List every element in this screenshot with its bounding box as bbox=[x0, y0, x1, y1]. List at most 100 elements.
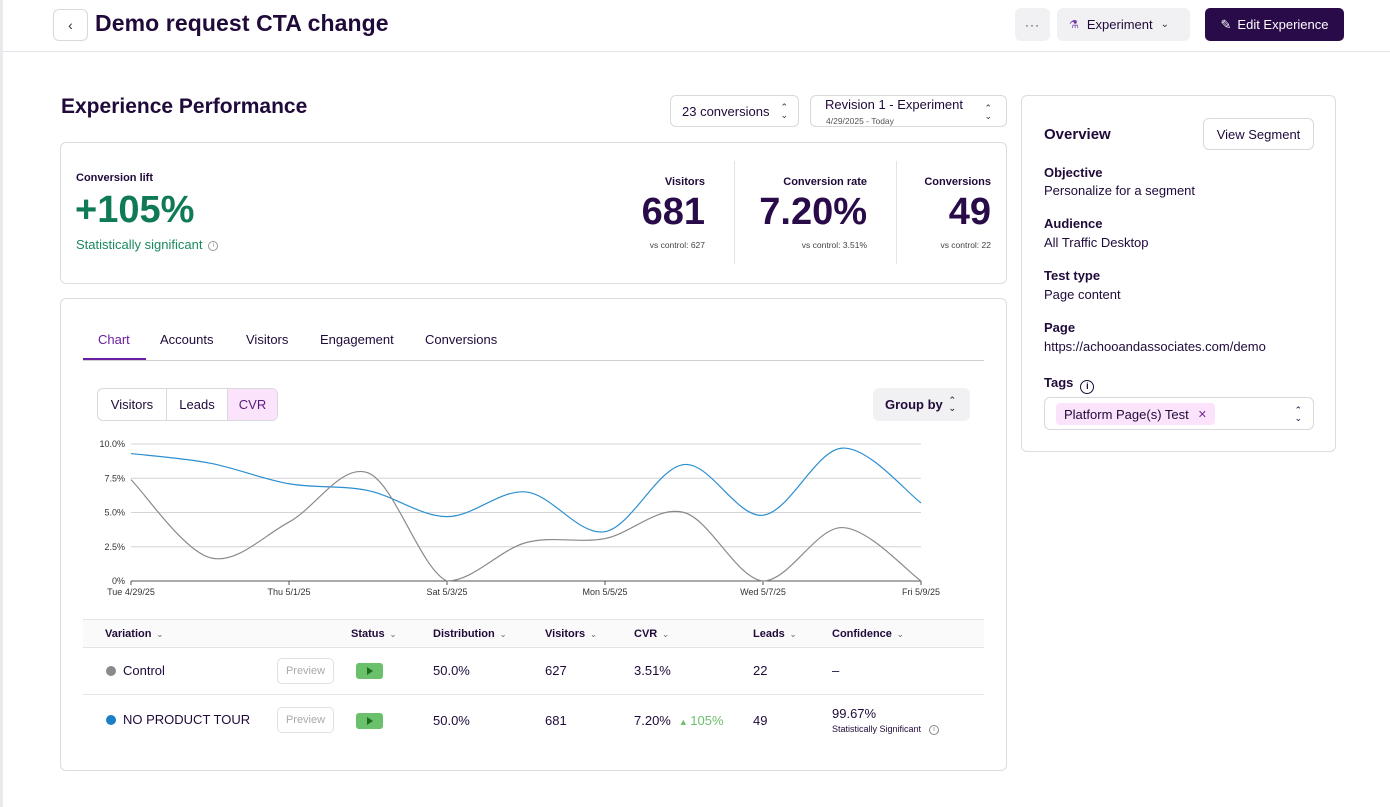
lift-indicator: ▲ 105% bbox=[679, 713, 724, 728]
chart-card: Chart Accounts Visitors Engagement Conve… bbox=[60, 298, 1007, 771]
page-url[interactable]: https://achooandassociates.com/demo bbox=[1044, 339, 1266, 354]
sort-icon: ⌄ bbox=[789, 630, 797, 639]
col-confidence[interactable]: Confidence ⌄ bbox=[832, 628, 904, 640]
tab-accounts[interactable]: Accounts bbox=[160, 332, 214, 347]
updown-chevron-icon: ⌃ ⌄ bbox=[1294, 405, 1302, 423]
variation-color-dot bbox=[106, 715, 116, 725]
back-button[interactable]: ‹ bbox=[53, 9, 88, 41]
top-bar: ‹ Demo request CTA change ··· ⚗ Experime… bbox=[3, 0, 1390, 52]
tags-select[interactable]: Platform Page(s) Test ✕ ⌃ ⌄ bbox=[1044, 397, 1314, 430]
sort-icon: ⌄ bbox=[662, 630, 669, 639]
flask-icon: ⚗ bbox=[1069, 19, 1079, 31]
variation-name: NO PRODUCT TOUR bbox=[123, 712, 251, 727]
conversion-lift-value: +105% bbox=[75, 189, 195, 231]
info-icon[interactable]: i bbox=[929, 724, 940, 735]
x-tick-label: Fri 5/9/25 bbox=[902, 587, 940, 597]
group-by-button[interactable]: Group by ⌃ ⌄ bbox=[873, 388, 970, 421]
table-row: Control Preview 50.0% 627 3.51% 22 – bbox=[83, 648, 984, 695]
metric-label: Visitors bbox=[664, 176, 705, 188]
conversions-select-value: 23 conversions bbox=[682, 103, 770, 119]
preview-button[interactable]: Preview bbox=[277, 707, 334, 733]
tag-label: Platform Page(s) Test bbox=[1064, 406, 1189, 422]
x-tick-label: Mon 5/5/25 bbox=[582, 587, 627, 597]
tab-engagement[interactable]: Engagement bbox=[320, 332, 394, 347]
tags-label: Tags i bbox=[1044, 375, 1095, 394]
status-running-icon bbox=[356, 713, 383, 729]
x-tick-label: Thu 5/1/25 bbox=[267, 587, 310, 597]
distribution-value: 50.0% bbox=[433, 713, 470, 728]
cvr-value: 3.51% bbox=[634, 663, 671, 678]
more-options-button[interactable]: ··· bbox=[1015, 8, 1050, 41]
tab-chart[interactable]: Chart bbox=[98, 332, 130, 347]
overview-title: Overview bbox=[1044, 126, 1111, 143]
audience-label: Audience bbox=[1044, 216, 1103, 231]
objective-value: Personalize for a segment bbox=[1044, 183, 1196, 198]
col-cvr[interactable]: CVR ⌄ bbox=[634, 628, 669, 640]
updown-chevron-icon: ⌃ ⌄ bbox=[948, 395, 956, 413]
leads-value: 22 bbox=[753, 663, 768, 678]
test-type-value: Page content bbox=[1044, 287, 1121, 302]
remove-tag-icon[interactable]: ✕ bbox=[1197, 408, 1207, 421]
col-distribution[interactable]: Distribution ⌄ bbox=[433, 628, 507, 640]
y-tick-label: 2.5% bbox=[104, 542, 125, 552]
conversions-select[interactable]: 23 conversions ⌃ ⌄ bbox=[670, 95, 799, 127]
toggle-cvr[interactable]: CVR bbox=[228, 389, 277, 420]
series-line-0 bbox=[130, 447, 922, 533]
audience-value: All Traffic Desktop bbox=[1044, 235, 1149, 250]
revision-select-value: Revision 1 - Experiment bbox=[825, 97, 963, 112]
revision-select[interactable]: Revision 1 - Experiment 4/29/2025 - Toda… bbox=[810, 95, 1007, 127]
confidence-note: Statistically Significant i bbox=[832, 724, 940, 735]
edit-experience-button[interactable]: ✎ Edit Experience bbox=[1205, 8, 1344, 41]
sort-icon: ⌄ bbox=[590, 630, 597, 639]
view-segment-button[interactable]: View Segment bbox=[1203, 118, 1314, 150]
overview-card: Overview View Segment Objective Personal… bbox=[1021, 95, 1336, 452]
divider bbox=[734, 161, 735, 264]
col-variation[interactable]: Variation ⌄ bbox=[105, 628, 164, 640]
experiment-dropdown[interactable]: ⚗ Experiment ⌄ bbox=[1057, 8, 1190, 41]
col-status[interactable]: Status ⌄ bbox=[351, 628, 397, 640]
metric-value: 681 bbox=[641, 191, 705, 233]
sort-icon: ⌄ bbox=[156, 630, 164, 639]
sort-icon: ⌄ bbox=[389, 630, 397, 639]
toggle-visitors[interactable]: Visitors bbox=[98, 389, 167, 420]
info-icon[interactable]: i bbox=[1080, 380, 1095, 394]
page-title: Demo request CTA change bbox=[95, 10, 389, 36]
significance-status: Statistically significant i bbox=[76, 237, 219, 252]
metric-label: Conversion rate bbox=[783, 176, 867, 188]
sort-icon: ⌄ bbox=[896, 630, 904, 639]
stats-card: Conversion lift +105% Statistically sign… bbox=[60, 142, 1007, 284]
significance-text: Statistically significant bbox=[76, 237, 203, 252]
x-tick-label: Sat 5/3/25 bbox=[426, 587, 467, 597]
page-label: Page bbox=[1044, 320, 1076, 335]
metric-toggle: Visitors Leads CVR bbox=[97, 388, 278, 421]
table-row: NO PRODUCT TOUR Preview 50.0% 681 7.20% ▲… bbox=[83, 695, 984, 747]
info-icon[interactable]: i bbox=[208, 240, 219, 251]
tag-chip: Platform Page(s) Test ✕ bbox=[1056, 403, 1215, 425]
y-tick-label: 0% bbox=[112, 576, 125, 586]
preview-button[interactable]: Preview bbox=[277, 658, 334, 684]
lift-value: 105% bbox=[690, 713, 724, 728]
revision-date-range: 4/29/2025 - Today bbox=[826, 116, 894, 126]
conversion-lift-label: Conversion lift bbox=[76, 172, 154, 184]
toggle-leads[interactable]: Leads bbox=[167, 389, 228, 420]
tab-visitors[interactable]: Visitors bbox=[246, 332, 289, 347]
metric-comparison: vs control: 627 bbox=[649, 240, 705, 250]
col-visitors[interactable]: Visitors ⌄ bbox=[545, 628, 597, 640]
tab-conversions[interactable]: Conversions bbox=[425, 332, 498, 347]
sort-icon: ⌄ bbox=[499, 630, 507, 639]
series-line-1 bbox=[130, 470, 922, 582]
cvr-line-chart: 10.0% 7.5% 5.0% 2.5% 0%Tue 4/29/25 Thu 5/1/25… bbox=[99, 439, 940, 597]
metric-comparison: vs control: 22 bbox=[940, 240, 991, 250]
active-tab-indicator bbox=[83, 358, 146, 360]
updown-chevron-icon: ⌃ ⌄ bbox=[780, 102, 788, 120]
metric-comparison: vs control: 3.51% bbox=[801, 240, 867, 250]
metric-visitors: Visitors 681 vs control: 627 bbox=[642, 161, 705, 250]
variation-name: Control bbox=[123, 663, 165, 678]
group-by-label: Group by bbox=[885, 397, 943, 412]
objective-label: Objective bbox=[1044, 165, 1103, 180]
x-tick-label: Tue 4/29/25 bbox=[107, 587, 155, 597]
metric-value: 7.20% bbox=[759, 191, 867, 233]
col-leads[interactable]: Leads ⌄ bbox=[753, 628, 797, 640]
distribution-value: 50.0% bbox=[433, 663, 470, 678]
cvr-value: 7.20% ▲ 105% bbox=[634, 713, 724, 728]
